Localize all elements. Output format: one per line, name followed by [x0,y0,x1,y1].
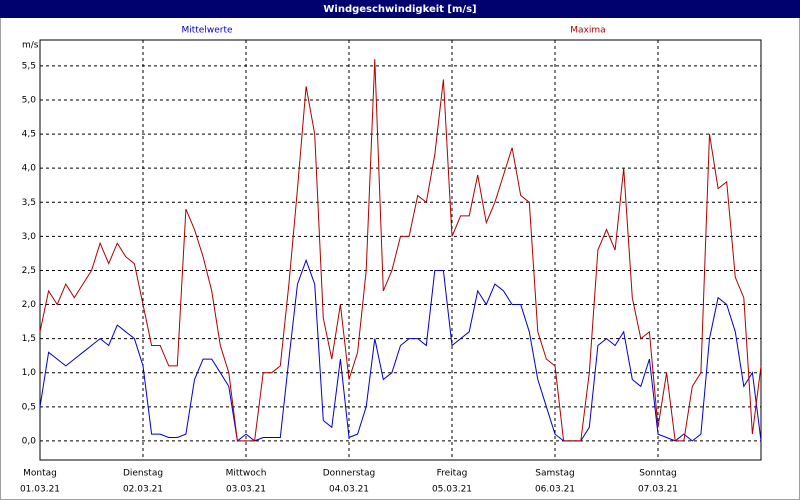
x-tick-date: 02.03.21 [123,485,163,495]
x-tick-label: Montag [23,469,57,479]
x-tick-date: 07.03.21 [638,485,678,495]
x-tick-date: 06.03.21 [535,485,575,495]
x-tick-label: Dienstag [123,469,163,479]
y-tick-label: 1,5 [22,334,36,344]
y-tick-label: 3,5 [22,198,36,208]
x-tick-label: Samstag [535,469,574,479]
y-tick-label: 0,5 [22,402,36,412]
x-tick-label: Donnerstag [323,469,376,479]
y-tick-label: 2,0 [22,300,37,310]
legend-entry: Maxima [570,26,605,36]
x-tick-label: Mittwoch [226,469,267,479]
y-tick-label: 0,0 [22,436,37,446]
x-tick-date: 04.03.21 [329,485,369,495]
x-tick-date: 01.03.21 [20,485,60,495]
x-tick-label: Sonntag [639,469,676,479]
y-tick-label: 2,5 [22,266,36,276]
x-tick-date: 03.03.21 [226,485,266,495]
plot-area [39,39,762,461]
chart-title: Windgeschwindigkeit [m/s] [323,4,476,15]
legend-entry: Mittelwerte [181,26,232,36]
y-tick-label: 5,0 [22,96,37,106]
y-tick-label: 4,5 [22,130,36,140]
data-line [39,59,762,442]
data-line [39,258,762,442]
title-bar [0,0,800,18]
y-axis-label: m/s [22,41,39,51]
y-tick-label: 3,0 [22,232,37,242]
x-tick-date: 05.03.21 [432,485,472,495]
y-tick-label: 1,0 [22,368,37,378]
y-tick-label: 4,0 [22,164,37,174]
y-tick-label: 5,5 [22,61,36,71]
x-tick-label: Freitag [437,469,468,479]
